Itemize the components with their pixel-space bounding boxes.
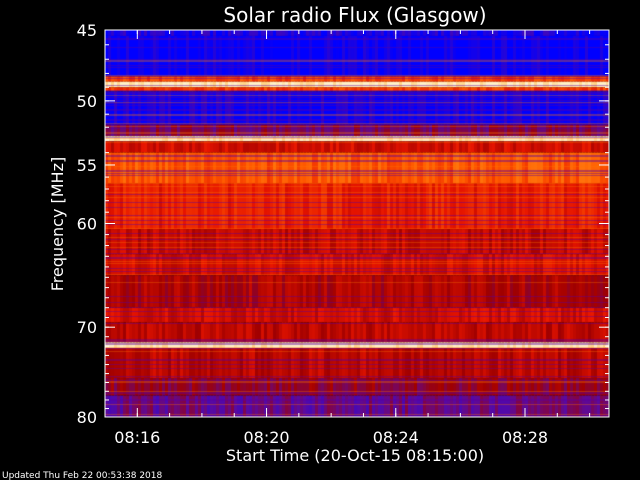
spectrogram-raster: [105, 30, 609, 417]
y-tick-label: 45: [77, 21, 97, 40]
y-axis: 45 50 55 60 70 80: [77, 21, 609, 427]
y-tick-label: 50: [77, 92, 97, 111]
x-tick-label: 08:24: [373, 428, 419, 447]
y-tick-label: 80: [77, 408, 97, 427]
x-axis-title: Start Time (20-Oct-15 08:15:00): [226, 446, 484, 465]
y-tick-label: 70: [77, 318, 97, 337]
chart-title: Solar radio Flux (Glasgow): [223, 3, 486, 27]
x-tick-label: 08:28: [502, 428, 548, 447]
x-tick-label: 08:20: [243, 428, 289, 447]
y-axis-title: Frequency [MHz]: [48, 157, 67, 291]
updated-timestamp: Updated Thu Feb 22 00:53:38 2018: [2, 471, 163, 480]
x-axis: 08:16 08:20 08:24 08:28: [104, 30, 591, 447]
x-tick-label: 08:16: [114, 428, 160, 447]
y-tick-label: 60: [77, 215, 97, 234]
y-tick-label: 55: [77, 156, 97, 175]
spectrogram-image: [105, 30, 609, 417]
